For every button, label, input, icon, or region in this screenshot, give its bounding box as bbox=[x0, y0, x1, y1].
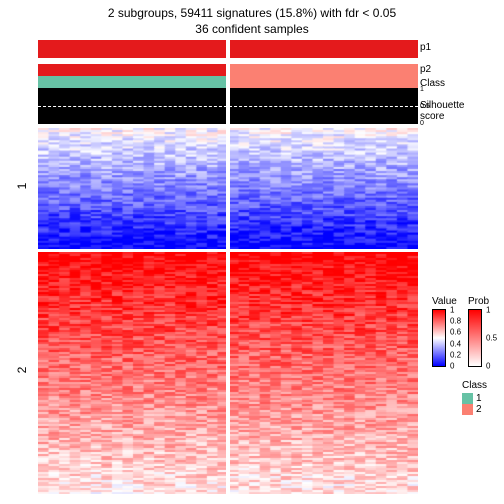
prob-legend: Prob 1 0.5 0 bbox=[468, 296, 489, 367]
row-group-label-1: 1 bbox=[15, 176, 29, 196]
prob-gradient: 1 0.5 0 bbox=[468, 309, 482, 367]
value-tick: 0.8 bbox=[450, 317, 461, 326]
value-tick: 0.4 bbox=[450, 339, 461, 348]
value-tick: 1 bbox=[450, 306, 454, 315]
class-legend: Class 1 2 bbox=[462, 380, 487, 415]
class-legend-item-2: 2 bbox=[462, 404, 487, 415]
sil-axis-1: 1 bbox=[420, 86, 424, 93]
class-right bbox=[228, 76, 418, 88]
class-swatch-1 bbox=[462, 393, 473, 404]
sil-axis-0: 0 bbox=[420, 120, 424, 127]
class-swatch-2 bbox=[462, 404, 473, 415]
prob-tick: 1 bbox=[486, 306, 490, 315]
p1-label: p1 bbox=[420, 42, 431, 53]
value-legend: Value 1 0.8 0.6 0.4 0.2 0 bbox=[432, 296, 457, 367]
class-legend-title: Class bbox=[462, 380, 487, 391]
column-gap bbox=[226, 40, 230, 494]
class-legend-item-1: 1 bbox=[462, 393, 487, 404]
p2-label: p2 bbox=[420, 64, 431, 75]
value-tick: 0.6 bbox=[450, 328, 461, 337]
value-gradient: 1 0.8 0.6 0.4 0.2 0 bbox=[432, 309, 446, 367]
prob-tick: 0.5 bbox=[486, 334, 497, 343]
value-tick: 0.2 bbox=[450, 350, 461, 359]
class-left bbox=[38, 76, 228, 88]
row-group-label-2: 2 bbox=[15, 360, 29, 380]
value-tick: 0 bbox=[450, 362, 454, 371]
class-swatch-label-1: 1 bbox=[476, 393, 482, 404]
plot-area bbox=[38, 40, 418, 494]
title-line-1: 2 subgroups, 59411 signatures (15.8%) wi… bbox=[0, 6, 504, 20]
class-swatch-label-2: 2 bbox=[476, 404, 482, 415]
title-line-2: 36 confident samples bbox=[0, 22, 504, 36]
sil-axis-05: 0.5 bbox=[420, 103, 430, 110]
prob-tick: 0 bbox=[486, 362, 490, 371]
